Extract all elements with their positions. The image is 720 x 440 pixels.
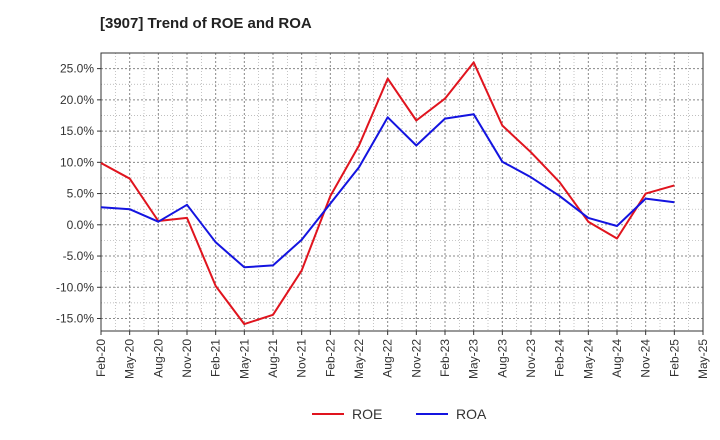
grid-lines <box>100 53 704 331</box>
legend-label-roe: ROE <box>352 406 382 422</box>
y-tick-label: 20.0% <box>60 93 94 107</box>
x-tick-label: Aug-24 <box>610 339 624 378</box>
series-lines <box>100 61 675 326</box>
x-tick-label: Aug-23 <box>495 339 509 378</box>
x-tick-label: Feb-25 <box>667 339 681 377</box>
x-tick-label: Feb-23 <box>438 339 452 377</box>
x-tick-label: May-22 <box>352 339 366 379</box>
legend: ROE ROA <box>312 406 487 422</box>
x-tick-label: Nov-24 <box>639 339 653 378</box>
plot-frame <box>100 52 704 332</box>
x-axis-ticks: Feb-20 May-20 Aug-20 Nov-20 Feb-21 May-21 Aug-… <box>94 331 710 379</box>
x-tick-label: Feb-22 <box>323 339 337 377</box>
y-tick-label: 25.0% <box>60 62 94 76</box>
y-tick-label: 15.0% <box>60 124 94 138</box>
y-tick-label: 10.0% <box>60 155 94 169</box>
y-tick-label: -15.0% <box>56 312 94 326</box>
y-tick-label: 0.0% <box>67 218 95 232</box>
x-tick-label: May-23 <box>467 339 481 379</box>
x-tick-label: May-20 <box>123 339 137 379</box>
x-tick-label: May-21 <box>237 339 251 379</box>
series-line-roa <box>100 113 675 269</box>
y-tick-label: -10.0% <box>56 280 94 294</box>
y-axis-ticks: 25.0% 20.0% 15.0% 10.0% 5.0% 0.0% -5.0% -10.0% -… <box>56 62 101 326</box>
x-tick-label: Aug-20 <box>151 339 165 378</box>
x-tick-label: Nov-21 <box>295 339 309 378</box>
chart-title: [3907] Trend of ROE and ROA <box>100 15 312 32</box>
y-tick-label: 5.0% <box>67 187 95 201</box>
x-tick-label: Feb-24 <box>553 339 567 377</box>
x-tick-label: May-25 <box>696 339 710 379</box>
legend-label-roa: ROA <box>456 406 487 422</box>
series-line-roe <box>100 61 675 326</box>
x-tick-label: Nov-23 <box>524 339 538 378</box>
y-tick-label: -5.0% <box>63 249 95 263</box>
x-tick-label: Feb-20 <box>94 339 108 377</box>
x-tick-label: May-24 <box>581 339 595 379</box>
x-tick-label: Aug-21 <box>266 339 280 378</box>
x-tick-label: Nov-20 <box>180 339 194 378</box>
x-tick-label: Nov-22 <box>409 339 423 378</box>
x-tick-label: Feb-21 <box>209 339 223 377</box>
x-tick-label: Aug-22 <box>381 339 395 378</box>
